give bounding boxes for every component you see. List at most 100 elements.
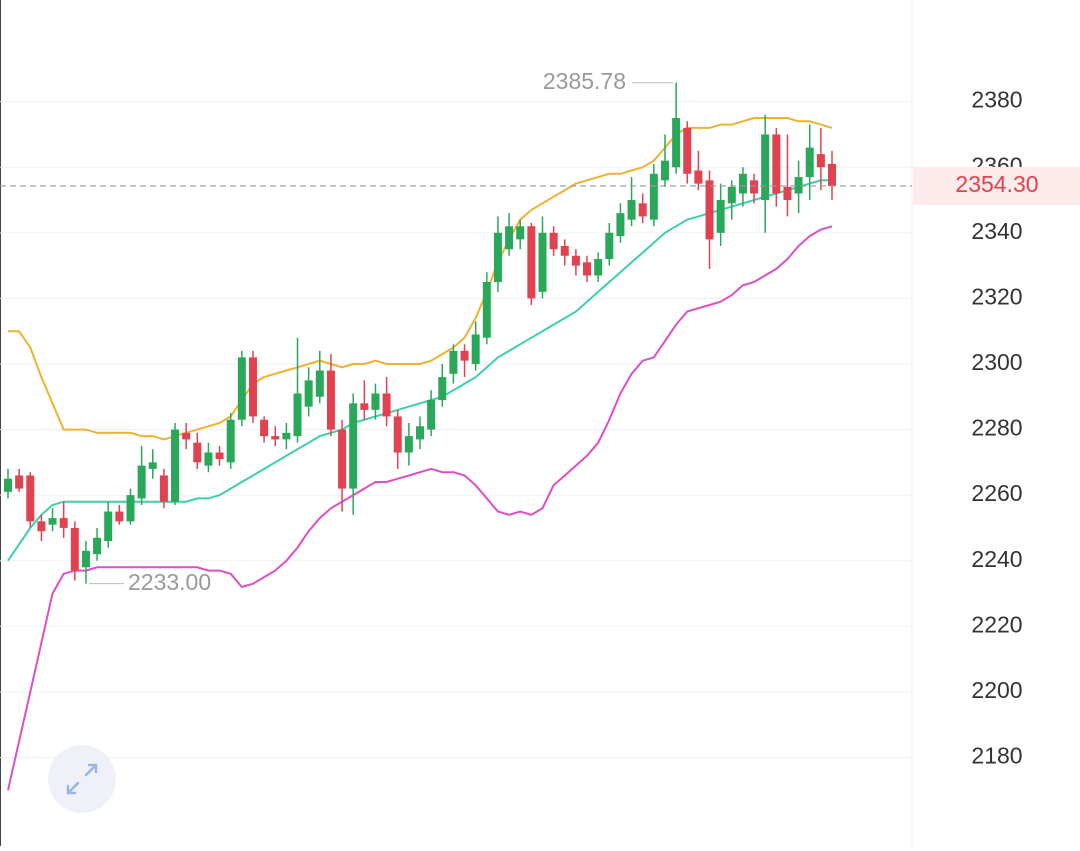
candle-body [750,180,759,194]
candle-body [404,436,413,453]
y-tick-label: 2260 [971,480,1022,506]
candle-body [226,419,235,463]
candle-body [115,511,124,522]
candle-body [616,213,625,237]
candle-body [215,452,224,460]
candle-body [727,186,736,204]
fullscreen-icon[interactable] [66,763,98,795]
candle-body [427,400,436,430]
candle-body [371,393,380,410]
candle-body [482,282,491,338]
candle-body [360,403,369,410]
candle-body [293,393,302,437]
candle-body [594,259,603,276]
candle-body [583,262,592,276]
candle-body [304,380,313,407]
band-line [7,225,833,791]
band-line [8,117,833,441]
candle-body [794,177,803,194]
candle-body [48,518,57,525]
min-label: 2233.00 [128,569,211,595]
candle-body [738,173,747,194]
candle-body [37,521,46,532]
y-tick-label: 2220 [971,611,1022,637]
candle-body [137,465,146,499]
fullscreen-bg[interactable] [48,745,116,813]
candle-body [705,180,714,240]
max-label: 2385.78 [543,68,626,94]
annotations: 2385.78 2233.00 2354.30 [0,68,1080,595]
last-price-label: 2354.30 [955,171,1038,197]
candle-body [237,357,246,420]
candle-body [59,518,68,528]
candle-body [438,377,447,401]
candle-body [805,147,814,178]
candle-body [683,127,692,174]
candle-body [15,475,24,489]
candle-body [271,436,280,440]
candle-body [248,357,257,417]
candle-body [382,393,391,417]
candle-body [560,245,569,256]
last-price-box [913,166,1080,205]
candle-body [627,200,636,220]
y-tick-label: 2200 [971,677,1022,703]
candle-body [282,432,291,440]
candle-body [638,203,647,217]
y-tick-label: 2340 [971,218,1022,244]
candle-body [660,160,669,181]
y-tick-label: 2300 [971,349,1022,375]
candle-body [182,432,191,440]
bands [7,117,833,791]
y-tick-label: 2280 [971,415,1022,441]
candle-body [538,232,547,292]
candle-body [828,163,836,186]
candle-body [816,154,825,168]
candle-body [449,350,458,374]
candle-body [393,416,402,453]
candle-body [26,475,35,522]
candle-body [605,232,614,260]
candle-body [70,527,79,571]
y-tick-label: 2180 [971,743,1022,769]
candle-body [761,134,770,201]
candle-body [571,255,580,266]
candle-body [260,419,269,437]
candle-body [460,350,469,361]
candle-body [549,232,558,250]
candle-body [416,426,424,440]
candle-body [493,232,502,282]
y-tick-label: 2240 [971,546,1022,572]
fullscreen-button[interactable] [48,745,116,813]
candle-body [326,370,335,430]
candle-body [516,226,525,240]
band-line [7,179,832,562]
candle-body [338,429,347,489]
candle-body [4,478,12,492]
candle-body [772,134,781,194]
candle-body [104,511,113,542]
candle-body [716,200,725,233]
candle-body [204,452,213,466]
candle-body [171,429,180,502]
grid: 2180220022202240226022802300232023402360… [0,87,1023,769]
candle-body [672,118,681,168]
y-tick-label: 2380 [971,87,1022,113]
candle-body [315,370,324,397]
candle-body [471,334,480,364]
candle-body [349,403,358,489]
y-tick-label: 2320 [971,283,1022,309]
candles [4,82,836,584]
candle-body [193,442,202,463]
candle-body [694,170,703,184]
candle-body [148,462,157,469]
candle-body [649,173,658,220]
candle-body [505,226,514,250]
candle-body [527,226,536,299]
candle-body [93,537,102,555]
candle-body [159,475,168,502]
candle-body [783,186,792,201]
candle-body [81,550,90,568]
